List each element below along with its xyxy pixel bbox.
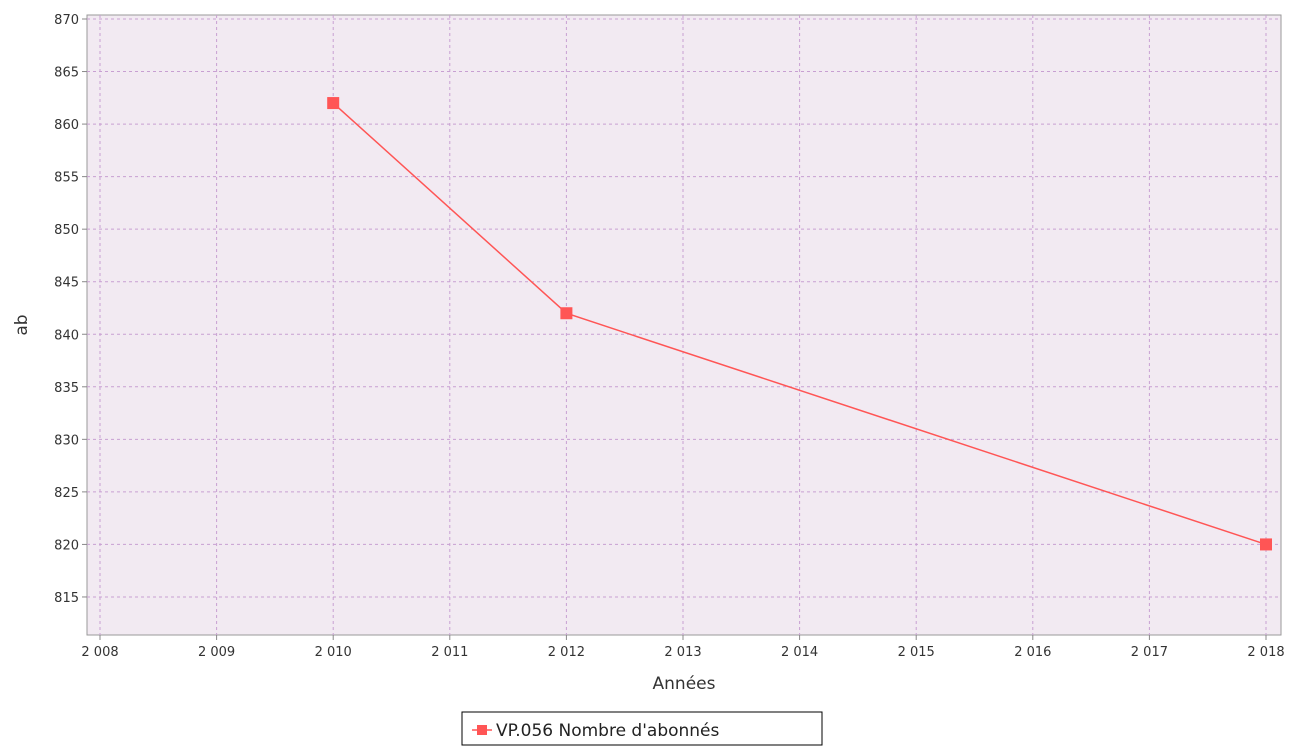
y-tick-label: 835 bbox=[54, 381, 79, 396]
data-point-marker bbox=[327, 97, 340, 110]
y-tick-label: 870 bbox=[54, 13, 79, 28]
y-tick-label: 830 bbox=[54, 433, 79, 448]
x-axis-title: Années bbox=[653, 674, 716, 694]
y-axis-title: ab bbox=[12, 314, 32, 335]
x-tick-label: 2 014 bbox=[781, 645, 818, 660]
y-tick-label: 850 bbox=[54, 223, 79, 238]
x-tick-label: 2 012 bbox=[548, 645, 585, 660]
x-tick-label: 2 015 bbox=[898, 645, 935, 660]
y-tick-label: 860 bbox=[54, 118, 79, 133]
x-tick-label: 2 013 bbox=[664, 645, 701, 660]
x-tick-label: 2 009 bbox=[198, 645, 235, 660]
data-point-marker bbox=[1260, 538, 1272, 551]
data-point-marker bbox=[560, 307, 573, 320]
axis-ticks: 2 008 2 009 2 010 2 011 2 012 2 013 2 014 2 015… bbox=[54, 13, 1284, 660]
x-tick-label: 2 008 bbox=[81, 645, 118, 660]
y-tick-label: 865 bbox=[54, 66, 79, 81]
plot-area bbox=[86, 14, 1282, 636]
x-tick-label: 2 016 bbox=[1014, 645, 1051, 660]
y-tick-label: 825 bbox=[54, 486, 79, 501]
legend-box bbox=[461, 711, 823, 746]
y-tick-label: 845 bbox=[54, 276, 79, 291]
legend: VP.056 Nombre d'abonnés bbox=[461, 711, 823, 746]
y-tick-label: 815 bbox=[54, 591, 79, 606]
x-tick-label: 2 011 bbox=[431, 645, 468, 660]
x-tick-label: 2 017 bbox=[1131, 645, 1168, 660]
legend-label: VP.056 Nombre d'abonnés bbox=[496, 721, 720, 741]
x-tick-label: 2 018 bbox=[1247, 645, 1284, 660]
series-layer bbox=[327, 97, 1272, 551]
y-tick-label: 840 bbox=[54, 328, 79, 343]
y-tick-label: 820 bbox=[54, 538, 79, 553]
y-tick-label: 855 bbox=[54, 171, 79, 186]
legend-marker-swatch bbox=[477, 725, 487, 735]
grid-lines bbox=[87, 15, 1281, 635]
x-tick-label: 2 010 bbox=[315, 645, 352, 660]
